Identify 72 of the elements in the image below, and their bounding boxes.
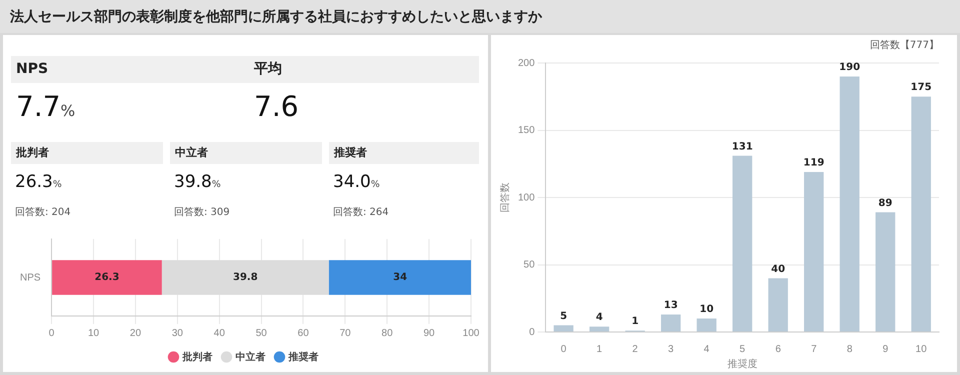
x-tick-label: 100 [462,328,480,339]
y-tick-label: 50 [524,260,536,270]
data-label: 26.3 [94,272,120,284]
x-tick-label: 1 [596,344,603,355]
text: 推奨者 [329,142,479,164]
bar [589,326,610,332]
data-label: 10 [700,304,714,316]
x-tick-label: 90 [423,328,436,339]
x-tick-label: 7 [811,344,818,355]
y-tick-label: 200 [518,58,536,69]
x-tick-label: 20 [130,328,142,339]
bar [328,260,471,295]
x-tick-label: 50 [256,328,268,339]
x-tick-label: 30 [172,328,184,339]
text: 法人セールス部門の表彰制度を他部門に所属する社員におすすめしたいと思いますか [9,8,543,26]
x-tick-label: 40 [214,328,226,339]
bar [661,314,681,332]
y-tick-label: 150 [518,125,536,136]
text: 回答数【777】 [870,38,939,52]
x-tick-label: 9 [882,344,889,355]
bar [52,260,162,295]
legend-label: 中立者 [236,350,266,363]
text: 7.6 [254,90,299,123]
data-label: 4 [596,312,603,324]
data-label: 34 [393,272,408,284]
text: 平均 [249,56,479,83]
x-tick-label: 0 [48,328,55,339]
bar [911,96,931,332]
data-label: 119 [803,158,824,169]
x-tick-label: 8 [846,344,853,355]
text: 26.3% [15,172,62,192]
x-axis-title: 推奨度 [727,358,758,370]
x-tick-label: 10 [916,344,928,355]
legend-label: 推奨者 [288,350,318,363]
text: 34.0% [333,172,380,192]
x-tick-label: 70 [340,328,352,339]
x-tick-label: 80 [382,328,394,339]
x-tick-label: 10 [88,328,100,339]
text: 回答数: 264 [333,206,389,219]
data-label: 39.8 [233,272,258,284]
data-label: 175 [910,82,932,94]
bar [804,172,824,332]
x-tick-label: 5 [740,344,746,355]
text: 7.7% [16,90,76,123]
data-label: 40 [771,264,786,275]
x-tick-label: 4 [704,344,710,355]
x-tick-label: 60 [298,328,310,339]
bar [696,318,716,332]
x-tick-label: 3 [668,344,674,355]
data-label: 1 [632,316,639,328]
data-label: 89 [878,198,892,209]
legend-label: 批判者 [182,350,212,363]
y-tick-label: 100 [518,192,536,204]
text: NPS [16,61,48,77]
text: 回答数: 204 [15,206,71,219]
bar [840,76,860,332]
data-label: 5 [560,310,568,322]
x-tick-label: 2 [632,344,638,355]
data-label: 131 [732,141,753,152]
y-axis-title: 回答数 [498,182,511,212]
text: 批判者 [11,142,163,164]
text: 中立者 [170,142,322,164]
x-tick-label: 6 [775,344,782,355]
data-label: 190 [839,62,860,74]
bar [732,156,752,332]
x-tick-label: 0 [560,344,567,355]
bar [876,212,896,332]
data-label: 13 [664,300,678,312]
bar [768,278,788,332]
bar [554,325,574,332]
text: 回答数: 309 [174,206,230,219]
text: 39.8% [174,172,221,192]
